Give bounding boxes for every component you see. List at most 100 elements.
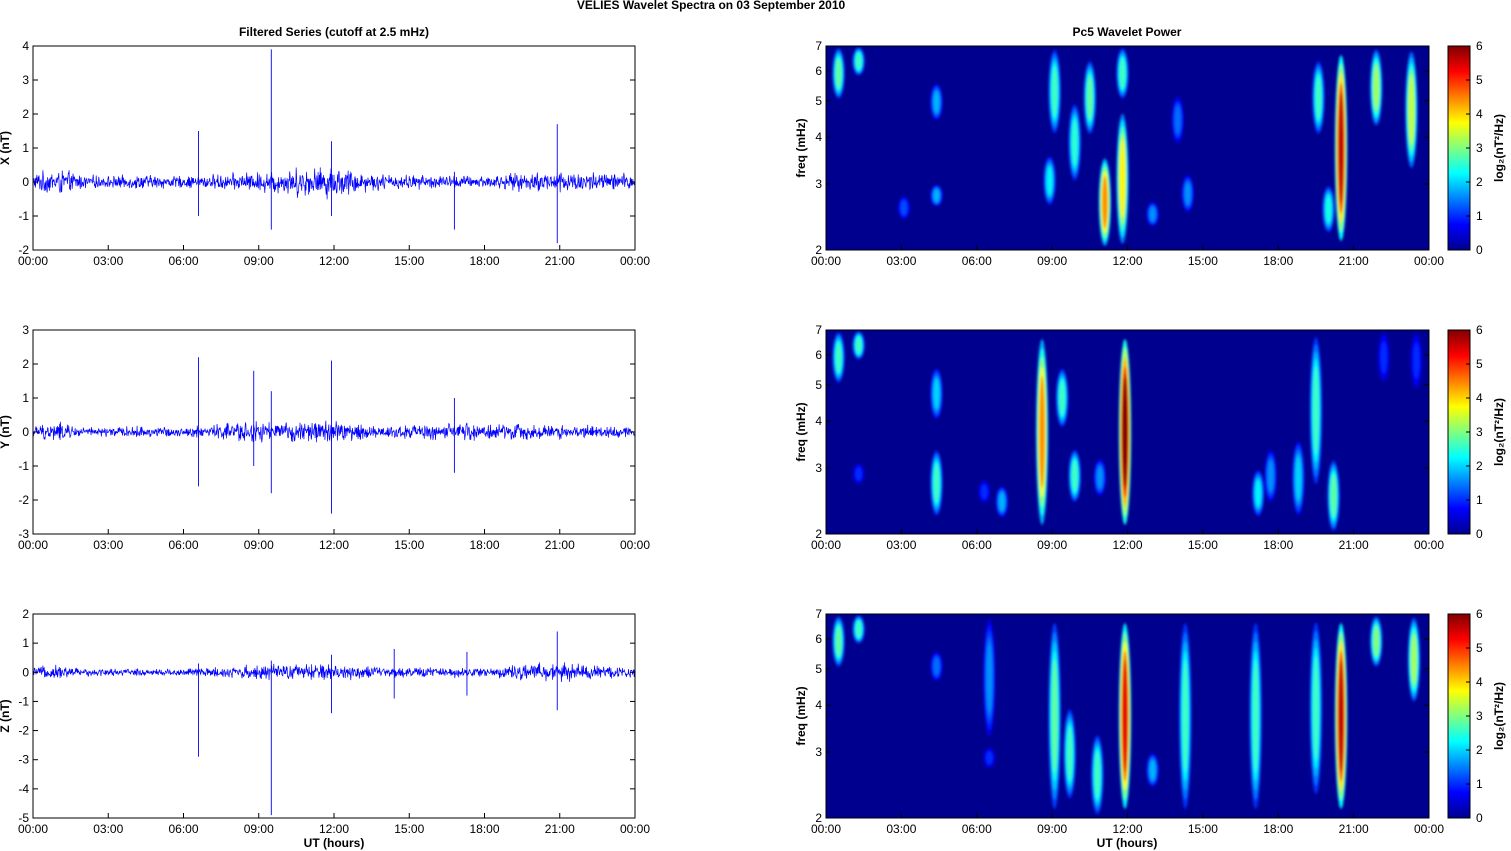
heatmap-blob <box>1267 460 1274 492</box>
colorbar-tick-label: 6 <box>1476 323 1483 337</box>
y-tick-label: 3 <box>815 177 822 191</box>
y-tick-label: 2 <box>22 357 29 371</box>
x-tick-label: 21:00 <box>545 538 575 552</box>
heatmap-blob <box>933 378 940 409</box>
heatmap-blob-layer <box>832 615 1421 815</box>
heatmap-blob <box>1071 460 1078 492</box>
heatmap-blob <box>835 626 842 657</box>
colorbar: 0 1 2 3 4 5 6 log₂(nT²/Hz) <box>1447 323 1506 541</box>
heatmap-blob <box>835 342 842 373</box>
colorbar-tick-label: 0 <box>1476 811 1483 825</box>
y-axis-label: Z (nT) <box>0 699 12 732</box>
y-tick-label: 6 <box>815 348 822 362</box>
y-tick-label: 7 <box>815 607 822 621</box>
heatmap-blob <box>1149 207 1156 222</box>
trace-group <box>33 49 635 244</box>
x-tick-label: 12:00 <box>319 254 349 268</box>
heatmap-blob <box>1330 474 1337 517</box>
heatmap-blob <box>1373 626 1380 657</box>
x-tick-label: 03:00 <box>886 822 916 836</box>
heatmap-blob <box>1338 659 1344 773</box>
x-tick-label: 06:00 <box>168 538 198 552</box>
x-tick-label: 09:00 <box>244 254 274 268</box>
x-tick-label: 00:00 <box>1414 254 1444 268</box>
y-tick-label: 1 <box>22 391 29 405</box>
colorbar-tick-label: 2 <box>1476 175 1483 189</box>
x-tick-label: 12:00 <box>1112 538 1142 552</box>
colorbar-tick-label: 4 <box>1476 675 1483 689</box>
heatmap-blob <box>1295 456 1302 501</box>
heatmap-blob <box>986 751 993 765</box>
x-tick-label: 12:00 <box>1112 822 1142 836</box>
colorbar-tick-label: 2 <box>1476 743 1483 757</box>
left-column-title: Filtered Series (cutoff at 2.5 mHz) <box>239 25 429 39</box>
colorbar-label: log₂(nT²/Hz) <box>1492 114 1506 182</box>
heatmap-blob <box>1373 64 1380 111</box>
y-tick-label: -1 <box>18 694 29 708</box>
y-axis-label: freq (mHz) <box>794 402 808 461</box>
x-tick-label: 09:00 <box>1037 254 1067 268</box>
heatmap-blob <box>1097 466 1103 489</box>
y-tick-label: -3 <box>18 753 29 767</box>
x-tick-label: 09:00 <box>244 538 274 552</box>
y-tick-label: 2 <box>22 107 29 121</box>
colorbar-tick-label: 3 <box>1476 425 1483 439</box>
y-axis-label: Y (nT) <box>0 415 12 449</box>
y-tick-label: -1 <box>18 459 29 473</box>
heatmap-blob <box>1119 58 1126 89</box>
series-trace <box>33 167 635 200</box>
heatmap-blob <box>1313 656 1319 761</box>
colorbar-tick-label: 5 <box>1476 641 1483 655</box>
heatmap-blob <box>1094 751 1101 799</box>
heatmap-blob <box>1411 634 1417 685</box>
right-column-title: Pc5 Wavelet Power <box>1073 25 1182 39</box>
colorbar-tick-label: 4 <box>1476 107 1483 121</box>
x-tick-label: 18:00 <box>469 822 499 836</box>
y-tick-label: 4 <box>815 130 822 144</box>
heatmap-blobs <box>832 331 1423 531</box>
colorbar-tick-label: 5 <box>1476 357 1483 371</box>
x-tick-label: 21:00 <box>1339 254 1369 268</box>
y-tick-label: 2 <box>22 607 29 621</box>
x-axis-label-left: UT (hours) <box>304 836 365 850</box>
x-tick-label: 00:00 <box>620 538 650 552</box>
x-tick-label: 15:00 <box>394 538 424 552</box>
x-tick-label: 06:00 <box>962 822 992 836</box>
x-tick-label: 00:00 <box>620 822 650 836</box>
y-tick-label: -3 <box>18 527 29 541</box>
heatmap-blob <box>981 484 988 499</box>
heatmap-blob <box>1413 343 1420 378</box>
heatmap-blob <box>1380 342 1387 373</box>
colorbar-tick-label: 3 <box>1476 709 1483 723</box>
colorbar-tick-label: 3 <box>1476 141 1483 155</box>
y-tick-label: 6 <box>815 632 822 646</box>
y-tick-label: -1 <box>18 209 29 223</box>
x-tick-label: 00:00 <box>1414 822 1444 836</box>
series-trace <box>33 662 635 682</box>
heatmap-blob <box>1149 760 1156 781</box>
figure-title: VELIES Wavelet Spectra on 03 September 2… <box>577 0 846 12</box>
heatmap-blob <box>1051 66 1058 117</box>
heatmap-blob <box>1252 659 1259 773</box>
heatmap-blob <box>1182 659 1189 773</box>
x-tick-label: 06:00 <box>962 538 992 552</box>
series-panel-z: -5 -4 -3 -2 -1 0 1 2 00:00 03:00 06:00 09:00 12:00 15… <box>0 607 650 836</box>
y-tick-label: -5 <box>18 811 29 825</box>
wavelet-panel-z: 2 3 4 5 6 7 00:00 03:00 06:00 09:00 12:00 15:00 18:0… <box>794 607 1506 836</box>
colorbar-tick-label: 2 <box>1476 459 1483 473</box>
heatmap-blob <box>1315 75 1322 120</box>
x-tick-label: 18:00 <box>1263 538 1293 552</box>
colorbar-tick-label: 4 <box>1476 391 1483 405</box>
heatmap-blob <box>933 463 940 503</box>
x-tick-label: 21:00 <box>545 254 575 268</box>
x-tick-label: 18:00 <box>1263 254 1293 268</box>
colorbar-tick-label: 6 <box>1476 607 1483 621</box>
x-tick-label: 12:00 <box>1112 254 1142 268</box>
x-axis-label-right: UT (hours) <box>1097 836 1158 850</box>
y-tick-label: 3 <box>22 323 29 337</box>
y-tick-label: 0 <box>22 175 29 189</box>
colorbar-tick-label: 6 <box>1476 39 1483 53</box>
heatmap-blob <box>999 492 1005 511</box>
x-tick-label: 00:00 <box>811 822 841 836</box>
y-tick-label: 2 <box>815 243 822 257</box>
